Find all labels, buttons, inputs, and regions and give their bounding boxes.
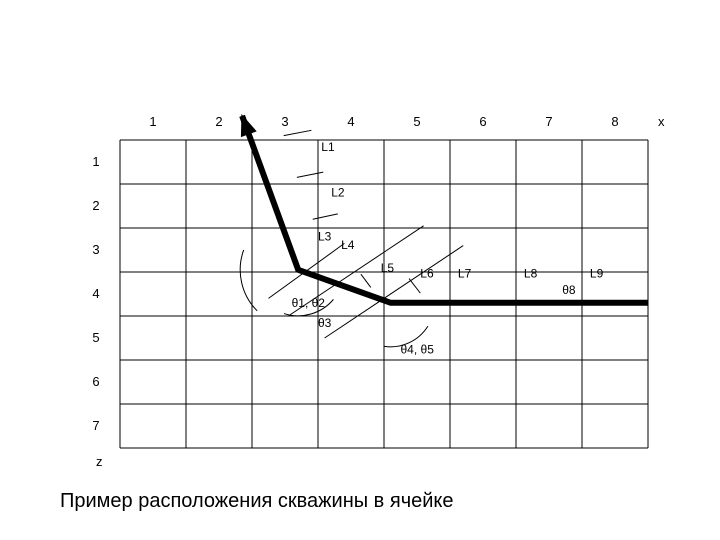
guide-line (325, 246, 464, 338)
x-tick-label: 8 (611, 114, 618, 129)
z-axis-letter: z (96, 454, 103, 469)
guide-line (313, 214, 338, 219)
z-tick-label: 7 (92, 418, 99, 433)
z-tick-label: 4 (92, 286, 99, 301)
segment-label: L5 (381, 261, 395, 275)
segment-label: L6 (420, 266, 434, 280)
caption: Пример расположения скважины в ячейке (60, 490, 454, 513)
z-tick-label: 6 (92, 374, 99, 389)
angle-label: θ8 (562, 283, 576, 297)
angle-label: θ3 (318, 316, 332, 330)
angle-label: θ4, θ5 (401, 342, 435, 356)
guide-line (297, 172, 323, 177)
x-tick-label: 3 (281, 114, 288, 129)
z-tick-label: 5 (92, 330, 99, 345)
x-tick-label: 7 (545, 114, 552, 129)
segment-label: L7 (458, 266, 472, 280)
segment-label: L2 (331, 185, 345, 199)
angle-label: θ1, θ2 (292, 296, 326, 310)
x-tick-label: 1 (149, 114, 156, 129)
x-tick-label: 5 (413, 114, 420, 129)
segment-label: L9 (590, 266, 604, 280)
x-tick-label: 4 (347, 114, 354, 129)
guide-line (409, 279, 420, 294)
z-tick-label: 2 (92, 198, 99, 213)
x-tick-label: 6 (479, 114, 486, 129)
segment-label: L8 (524, 266, 538, 280)
guide-line (284, 130, 312, 135)
well-path (242, 116, 648, 303)
z-tick-label: 1 (92, 154, 99, 169)
angle-arc (240, 250, 257, 311)
segment-label: L1 (321, 140, 335, 154)
x-axis-letter: x (658, 114, 665, 129)
segment-label: L4 (341, 238, 355, 252)
segment-label: L3 (318, 229, 332, 243)
x-tick-label: 2 (215, 114, 222, 129)
guide-line (361, 274, 371, 287)
z-tick-label: 3 (92, 242, 99, 257)
well-arrowhead (241, 114, 257, 137)
diagram-svg: 1 2 3 4 5 6 7 8 x 1 2 3 4 5 6 7 z L1 L2 L3 L4 L5 L6 L7 L8 L9 θ1, θ… (0, 0, 720, 540)
